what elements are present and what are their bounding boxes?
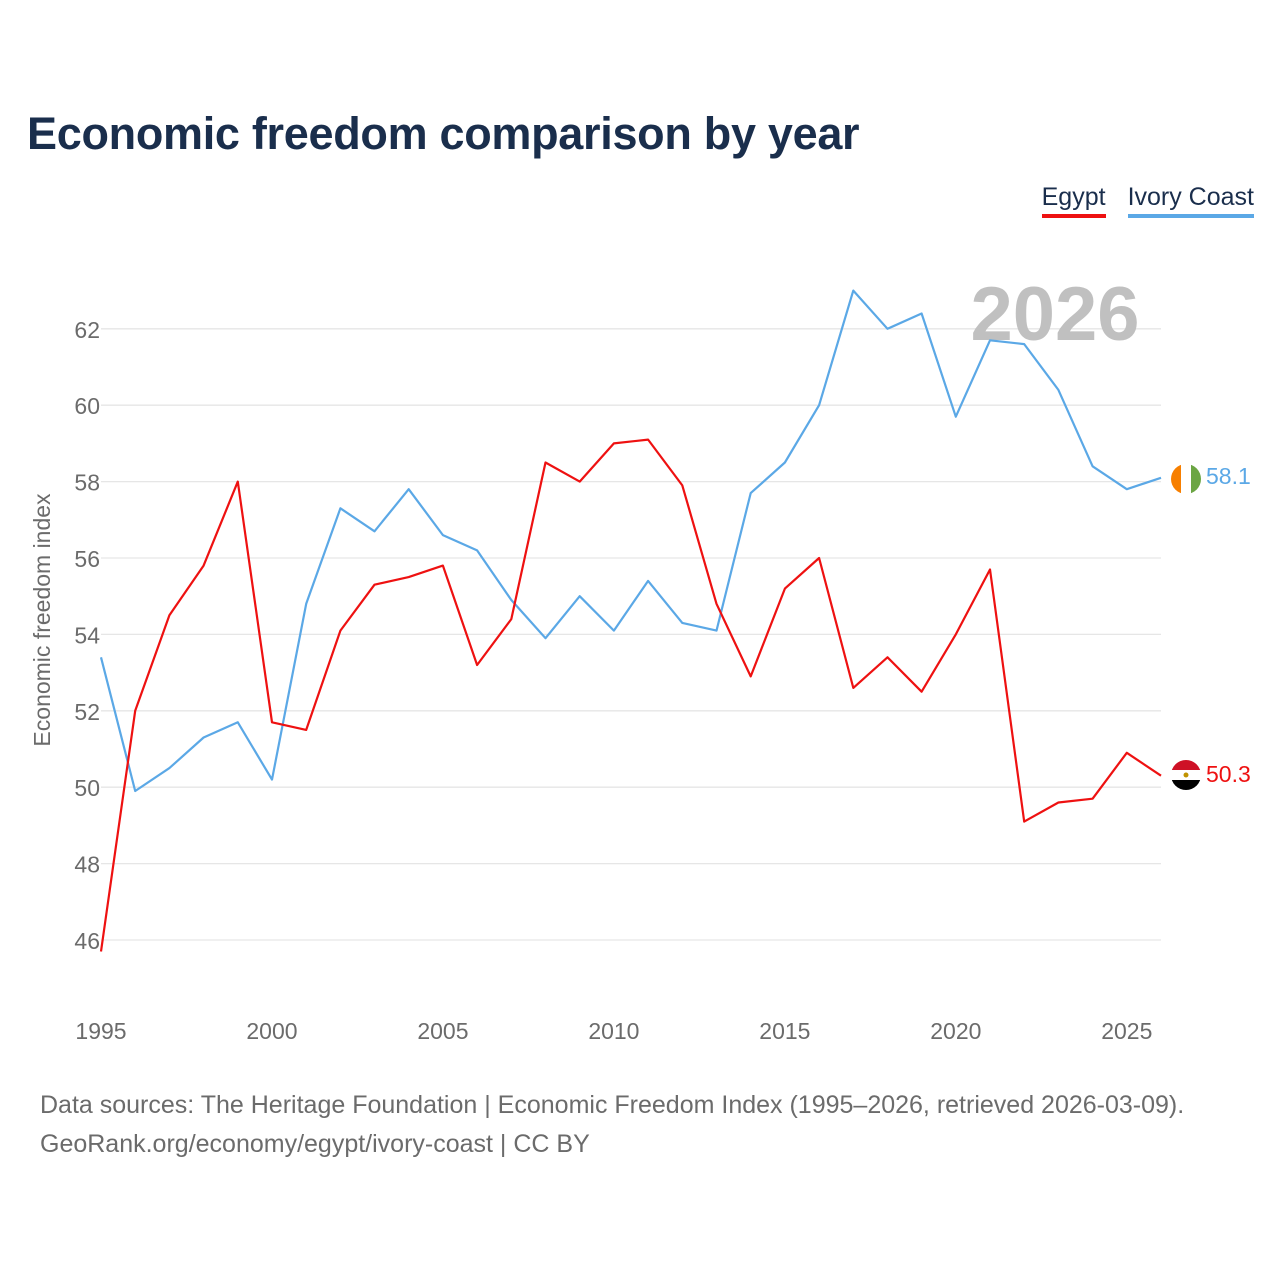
legend: Egypt Ivory Coast xyxy=(1041,183,1254,218)
y-axis-label: Economic freedom index xyxy=(29,493,55,747)
egypt-flag-icon xyxy=(1171,760,1201,790)
x-tick-label: 2010 xyxy=(588,1018,639,1044)
x-tick-label: 2000 xyxy=(246,1018,297,1044)
end-label-ivory-coast: 58.1 xyxy=(1206,463,1251,489)
legend-item-egypt[interactable]: Egypt xyxy=(1041,183,1106,218)
x-tick-label: 2015 xyxy=(759,1018,810,1044)
legend-item-ivory-coast[interactable]: Ivory Coast xyxy=(1127,183,1254,218)
x-tick-label: 1995 xyxy=(75,1018,126,1044)
series-line-ivory-coast[interactable] xyxy=(99,289,1162,793)
y-tick-label: 46 xyxy=(74,928,100,954)
y-tick-label: 56 xyxy=(74,546,100,572)
y-tick-label: 58 xyxy=(74,470,100,496)
ivory-coast-flag-icon xyxy=(1171,464,1201,494)
series-line-egypt[interactable] xyxy=(99,438,1162,952)
footer: Data sources: The Heritage Foundation | … xyxy=(40,1086,1184,1164)
y-tick-label: 48 xyxy=(74,852,100,878)
y-tick-label: 60 xyxy=(74,393,100,419)
y-tick-label: 54 xyxy=(74,622,100,648)
y-tick-label: 50 xyxy=(74,775,100,801)
x-tick-label: 2025 xyxy=(1101,1018,1152,1044)
attribution-link[interactable]: GeoRank.org/economy/egypt/ivory-coast | … xyxy=(40,1130,590,1158)
x-tick-label: 2005 xyxy=(417,1018,468,1044)
chart-title: Economic freedom comparison by year xyxy=(27,108,860,159)
data-source-note: Data sources: The Heritage Foundation | … xyxy=(40,1091,1185,1119)
year-watermark: 2026 xyxy=(970,272,1139,357)
line-chart: 2026 46 48 50 52 54 56 58 60 62 1995 2000 2005 2010… xyxy=(29,272,1251,1044)
x-tick-label: 2020 xyxy=(930,1018,981,1044)
y-tick-label: 62 xyxy=(74,317,100,343)
y-tick-label: 52 xyxy=(74,699,100,725)
end-label-egypt: 50.3 xyxy=(1206,761,1251,787)
